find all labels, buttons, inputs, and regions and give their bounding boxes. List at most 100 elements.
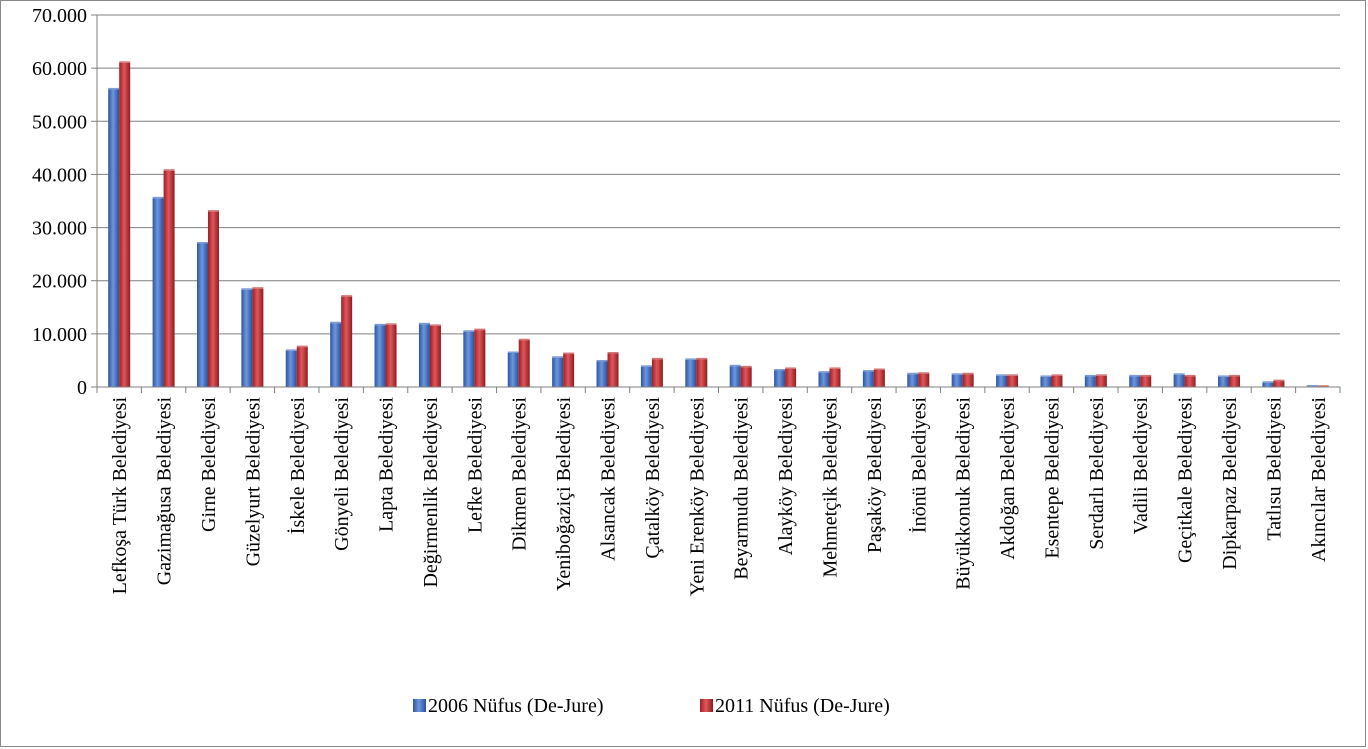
x-axis-category-labels: Lefkoşa Türk Belediyesi Gazimağusa Beledi… bbox=[109, 397, 1330, 597]
bar-cap bbox=[651, 357, 663, 360]
x-category-label: Esentepe Belediyesi bbox=[1041, 397, 1063, 559]
bar-cap bbox=[1040, 375, 1052, 377]
legend-label: 2006 Nüfus (De-Jure) bbox=[428, 695, 604, 717]
legend-swatch bbox=[700, 699, 713, 712]
bar-cap bbox=[252, 287, 264, 289]
x-category-label: Dipkarpaz Belediyesi bbox=[1219, 397, 1241, 570]
bar-series1 bbox=[951, 374, 963, 387]
bar-series2 bbox=[163, 170, 175, 387]
x-category-label: Tatlısu Belediyesi bbox=[1263, 397, 1285, 541]
gridlines bbox=[97, 14, 1340, 335]
legend-label: 2011 Nüfus (De-Jure) bbox=[715, 695, 890, 717]
y-tick-label: 0 bbox=[77, 377, 87, 399]
bar-cap bbox=[1306, 384, 1318, 387]
bar-series1 bbox=[1218, 376, 1230, 387]
bar-series2 bbox=[119, 62, 131, 387]
x-category-label: İnönü Belediyesi bbox=[907, 397, 930, 534]
y-tick-label: 60.000 bbox=[32, 58, 87, 80]
bar-series2 bbox=[518, 340, 530, 387]
bar-cap bbox=[607, 352, 619, 354]
x-category-label: Dikmen Belediyesi bbox=[509, 397, 531, 551]
bar-series1 bbox=[862, 371, 874, 387]
bar-cap bbox=[1173, 373, 1185, 375]
bar-cap bbox=[518, 338, 530, 341]
bar-cap bbox=[418, 322, 430, 325]
bar-cap bbox=[996, 374, 1008, 376]
bar-series2 bbox=[962, 374, 974, 387]
x-category-label: Serdarlı Belediyesi bbox=[1086, 397, 1108, 550]
bar-series2 bbox=[829, 368, 841, 387]
bar-cap bbox=[474, 328, 486, 331]
x-category-label: Geçitkale Belediyesi bbox=[1175, 397, 1197, 563]
bar-cap bbox=[296, 345, 308, 348]
x-category-label: Değirmenlik Belediyesi bbox=[420, 397, 442, 588]
y-tick-label: 40.000 bbox=[32, 164, 87, 186]
bar-series1 bbox=[685, 359, 697, 387]
bar-cap bbox=[862, 370, 874, 372]
bar-cap bbox=[1184, 374, 1196, 377]
bar-cap bbox=[640, 365, 652, 367]
bar-series2 bbox=[1095, 375, 1107, 387]
x-category-label: Gazimağusa Belediyesi bbox=[154, 397, 176, 586]
y-tick-label: 50.000 bbox=[32, 111, 87, 133]
bar-series2 bbox=[1184, 376, 1196, 387]
bar-cap bbox=[207, 210, 219, 212]
bar-series1 bbox=[1040, 376, 1052, 387]
bar-cap bbox=[1140, 374, 1152, 377]
bar-series1 bbox=[907, 374, 919, 387]
bar-series1 bbox=[1173, 374, 1185, 387]
bar-series1 bbox=[463, 331, 475, 387]
bar-series1 bbox=[1084, 376, 1096, 387]
bar-series1 bbox=[552, 357, 564, 387]
bar-cap bbox=[152, 196, 164, 199]
bar-cap bbox=[507, 351, 519, 353]
x-category-label: Lapta Belediyesi bbox=[376, 397, 398, 532]
x-category-label: Lefkoşa Türk Belediyesi bbox=[109, 397, 131, 595]
bar-cap bbox=[330, 321, 342, 324]
bar-series2 bbox=[607, 353, 619, 387]
bar-cap bbox=[1051, 374, 1063, 376]
bar-cap bbox=[907, 372, 919, 375]
x-category-label: Mehmetçik Belediyesi bbox=[819, 397, 841, 578]
bar-cap bbox=[196, 242, 208, 244]
bar-series1 bbox=[196, 243, 208, 387]
bar-cap bbox=[285, 349, 297, 351]
bar-series2 bbox=[1140, 376, 1152, 387]
x-category-label: Alsancak Belediyesi bbox=[598, 397, 620, 561]
bar-series2 bbox=[474, 330, 486, 387]
bars bbox=[108, 61, 1329, 388]
bar-cap bbox=[962, 372, 974, 375]
bar-cap bbox=[1084, 374, 1096, 377]
bar-cap bbox=[552, 356, 564, 358]
bar-series1 bbox=[374, 325, 386, 387]
bar-cap bbox=[1007, 374, 1019, 376]
bar-cap bbox=[696, 357, 708, 360]
x-category-label: Girne Belediyesi bbox=[198, 397, 220, 532]
bar-cap bbox=[918, 372, 930, 374]
bar-series2 bbox=[252, 288, 264, 387]
axes bbox=[96, 15, 1341, 393]
bar-series1 bbox=[507, 352, 519, 387]
x-category-label: Yeniboğaziçi Belediyesi bbox=[553, 397, 575, 591]
bar-series1 bbox=[596, 361, 608, 387]
bar-cap bbox=[829, 367, 841, 369]
bar-series2 bbox=[563, 354, 575, 387]
bar-cap bbox=[119, 61, 131, 63]
y-tick-label: 10.000 bbox=[32, 324, 87, 346]
x-category-label: Paşaköy Belediyesi bbox=[864, 397, 886, 554]
bar-series2 bbox=[207, 211, 219, 387]
bar-series2 bbox=[785, 368, 797, 387]
bar-cap bbox=[241, 288, 253, 290]
x-category-label: Büyükkonuk Belediyesi bbox=[953, 397, 975, 590]
bar-series1 bbox=[996, 375, 1008, 387]
bar-cap bbox=[785, 367, 797, 369]
bar-series1 bbox=[152, 198, 164, 387]
bar-cap bbox=[1218, 375, 1230, 377]
bar-cap bbox=[374, 323, 386, 326]
y-tick-label: 30.000 bbox=[32, 218, 87, 240]
x-category-label: Akıncılar Belediyesi bbox=[1308, 397, 1330, 562]
bar-series2 bbox=[1229, 376, 1241, 387]
bar-cap bbox=[740, 365, 752, 368]
bar-series1 bbox=[241, 289, 253, 387]
